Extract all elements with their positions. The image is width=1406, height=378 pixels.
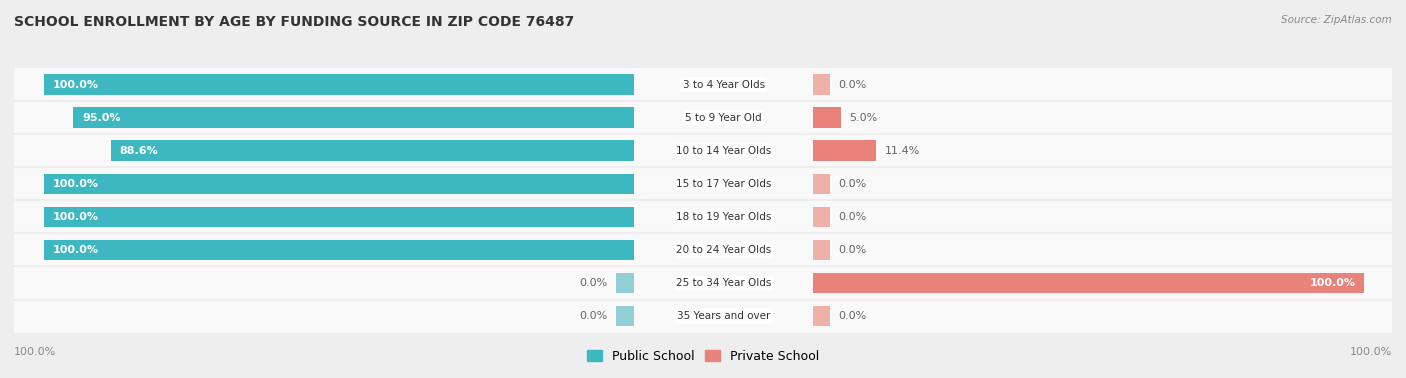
Bar: [813, 141, 876, 161]
Text: 10 to 14 Year Olds: 10 to 14 Year Olds: [676, 146, 772, 156]
Text: 0.0%: 0.0%: [838, 179, 866, 189]
Text: Source: ZipAtlas.com: Source: ZipAtlas.com: [1281, 15, 1392, 25]
Text: 0.0%: 0.0%: [579, 311, 607, 321]
Bar: [44, 74, 634, 95]
Bar: [634, 299, 813, 333]
Bar: [813, 200, 1392, 234]
Text: 88.6%: 88.6%: [120, 146, 159, 156]
Text: 100.0%: 100.0%: [52, 80, 98, 90]
Text: 35 Years and over: 35 Years and over: [676, 311, 770, 321]
Bar: [634, 266, 813, 299]
Legend: Public School, Private School: Public School, Private School: [582, 345, 824, 368]
Bar: [44, 240, 634, 260]
Bar: [813, 240, 830, 260]
Bar: [44, 174, 634, 194]
Text: 100.0%: 100.0%: [52, 245, 98, 255]
Text: 0.0%: 0.0%: [838, 80, 866, 90]
Bar: [813, 74, 830, 95]
Bar: [14, 266, 634, 299]
Bar: [813, 134, 1392, 167]
Bar: [14, 68, 634, 101]
Bar: [813, 273, 1364, 293]
Bar: [14, 234, 634, 266]
Bar: [634, 101, 813, 134]
Bar: [616, 306, 634, 326]
Text: 0.0%: 0.0%: [838, 245, 866, 255]
Bar: [111, 141, 634, 161]
Text: 25 to 34 Year Olds: 25 to 34 Year Olds: [676, 278, 772, 288]
Text: 3 to 4 Year Olds: 3 to 4 Year Olds: [682, 80, 765, 90]
Bar: [634, 134, 813, 167]
Bar: [813, 167, 1392, 200]
Bar: [616, 273, 634, 293]
Text: 11.4%: 11.4%: [884, 146, 920, 156]
Bar: [813, 299, 1392, 333]
Text: 100.0%: 100.0%: [14, 347, 56, 357]
Bar: [14, 167, 634, 200]
Bar: [813, 101, 1392, 134]
Text: 100.0%: 100.0%: [1310, 278, 1357, 288]
Bar: [813, 68, 1392, 101]
Text: 20 to 24 Year Olds: 20 to 24 Year Olds: [676, 245, 772, 255]
Text: 0.0%: 0.0%: [579, 278, 607, 288]
Bar: [813, 107, 841, 128]
Text: 18 to 19 Year Olds: 18 to 19 Year Olds: [676, 212, 772, 222]
Bar: [634, 68, 813, 101]
Bar: [44, 207, 634, 227]
Text: 95.0%: 95.0%: [82, 113, 121, 122]
Bar: [14, 134, 634, 167]
Bar: [634, 200, 813, 234]
Text: SCHOOL ENROLLMENT BY AGE BY FUNDING SOURCE IN ZIP CODE 76487: SCHOOL ENROLLMENT BY AGE BY FUNDING SOUR…: [14, 15, 574, 29]
Bar: [14, 299, 634, 333]
Bar: [634, 234, 813, 266]
Bar: [14, 101, 634, 134]
Bar: [813, 306, 830, 326]
Bar: [73, 107, 634, 128]
Text: 5 to 9 Year Old: 5 to 9 Year Old: [685, 113, 762, 122]
Text: 100.0%: 100.0%: [1350, 347, 1392, 357]
Bar: [813, 234, 1392, 266]
Bar: [813, 207, 830, 227]
Bar: [14, 200, 634, 234]
Text: 0.0%: 0.0%: [838, 311, 866, 321]
Text: 100.0%: 100.0%: [52, 179, 98, 189]
Text: 15 to 17 Year Olds: 15 to 17 Year Olds: [676, 179, 772, 189]
Bar: [813, 174, 830, 194]
Text: 100.0%: 100.0%: [52, 212, 98, 222]
Bar: [634, 167, 813, 200]
Text: 0.0%: 0.0%: [838, 212, 866, 222]
Text: 5.0%: 5.0%: [849, 113, 877, 122]
Bar: [813, 266, 1392, 299]
